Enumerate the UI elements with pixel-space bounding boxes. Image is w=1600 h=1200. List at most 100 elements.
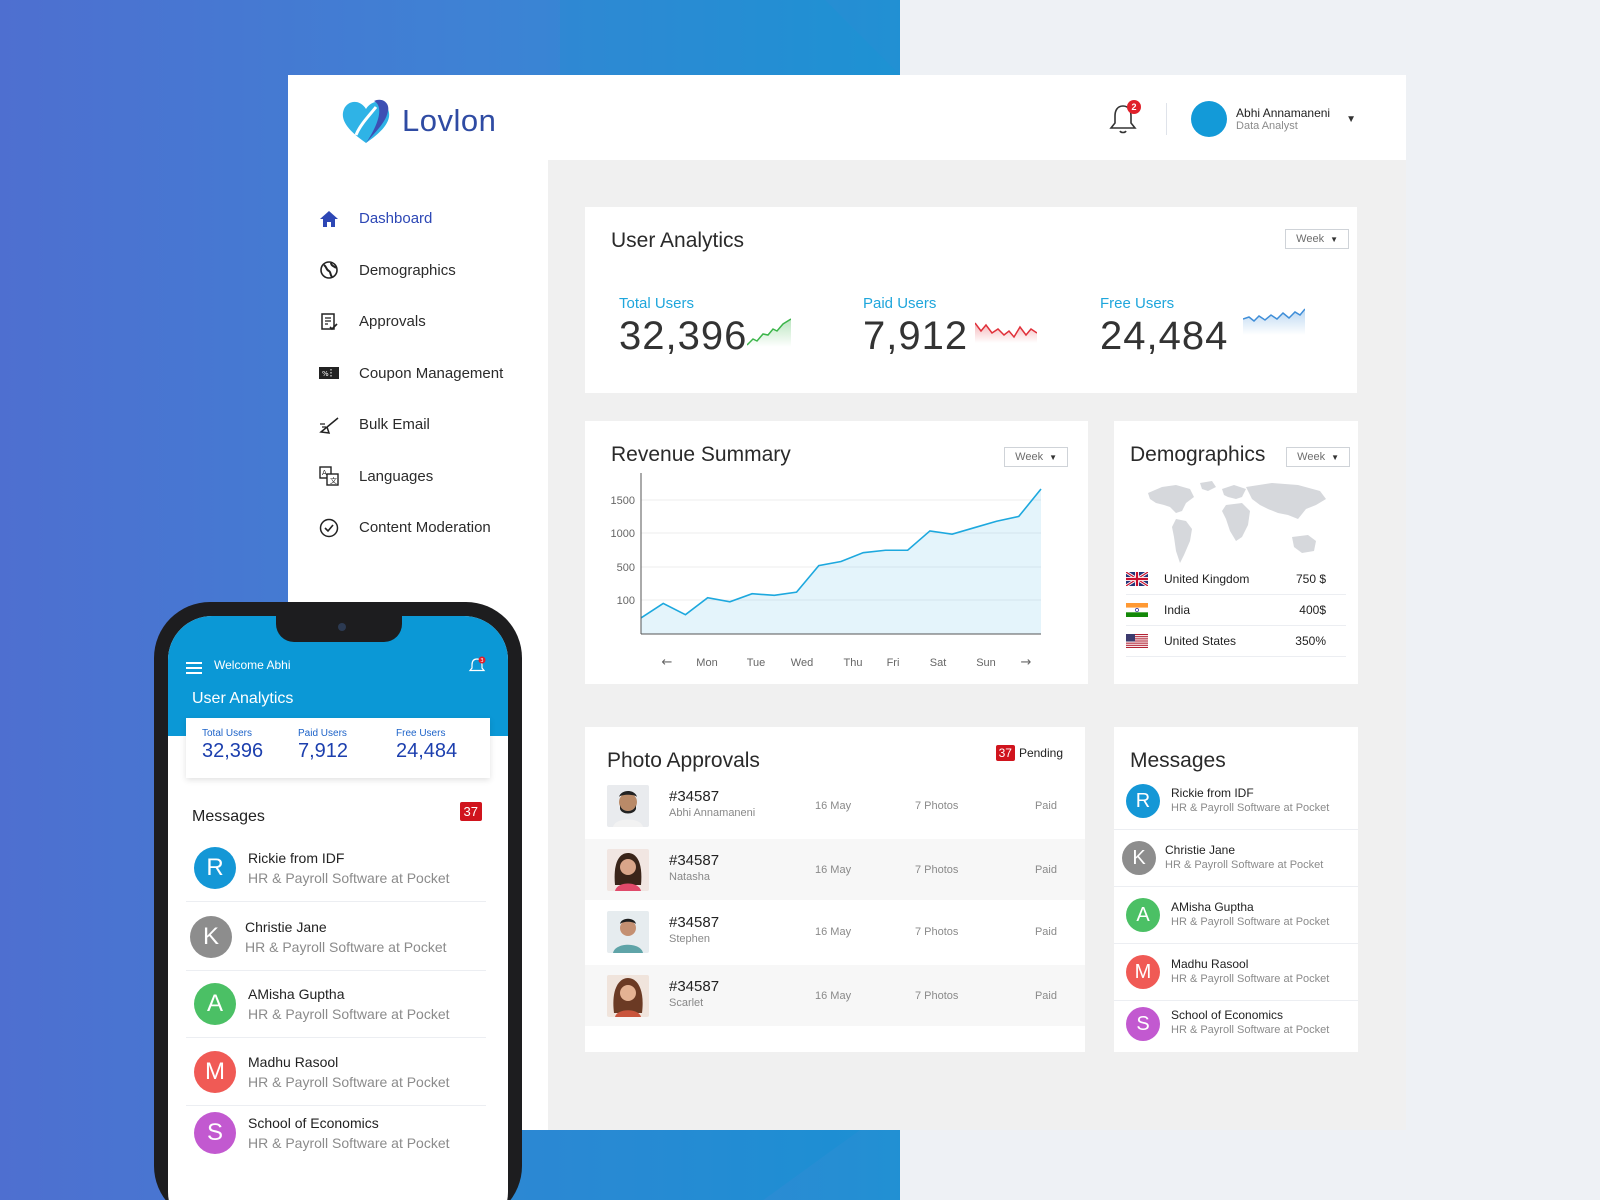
stat-free-users: Free Users 24,484 bbox=[1100, 295, 1228, 359]
x-tick-label: Thu bbox=[844, 657, 863, 669]
x-tick-label: Wed bbox=[791, 657, 813, 669]
sidebar-item-approvals[interactable]: Approvals bbox=[318, 296, 538, 348]
approval-id: #34587 bbox=[669, 914, 720, 931]
y-tick-label: 500 bbox=[617, 562, 635, 574]
mobile-messages-badge: 37 bbox=[459, 802, 482, 821]
approval-id: #34587 bbox=[669, 978, 720, 995]
clipboard-check-icon bbox=[318, 311, 340, 333]
message-item[interactable]: M Madhu Rasool HR & Payroll Software at … bbox=[1114, 944, 1358, 1001]
pending-indicator[interactable]: 37 Pending bbox=[995, 745, 1063, 761]
sidebar-item-bulk-email[interactable]: Bulk Email bbox=[318, 399, 538, 451]
demographic-row-us[interactable]: United States 350% bbox=[1126, 626, 1346, 657]
message-sender: School of Economics bbox=[248, 1115, 379, 1131]
arrow-left-icon[interactable]: ← bbox=[662, 655, 673, 670]
mobile-stat-total: Total Users 32,396 bbox=[202, 728, 263, 763]
x-tick-label: Sun bbox=[976, 657, 996, 669]
mobile-message-item[interactable]: M Madhu Rasool HR & Payroll Software at … bbox=[186, 1038, 486, 1106]
stat-value: 7,912 bbox=[863, 314, 969, 358]
mobile-stat-paid: Paid Users 7,912 bbox=[298, 728, 348, 763]
brand-logo[interactable]: Lovlon bbox=[338, 95, 496, 147]
approval-photo-count: 7 Photos bbox=[915, 989, 959, 1002]
period-label: Week bbox=[1297, 451, 1326, 463]
table-row[interactable]: #34587 Scarlet 16 May 7 Photos Paid bbox=[585, 965, 1085, 1026]
stat-value: 24,484 bbox=[1100, 314, 1229, 358]
message-subtitle: HR & Payroll Software at Pocket bbox=[1171, 802, 1330, 814]
approval-user: Abhi Annamaneni bbox=[669, 807, 756, 819]
message-avatar: S bbox=[194, 1112, 236, 1154]
sidebar-item-demographics[interactable]: Demographics bbox=[318, 245, 538, 297]
y-tick-label: 1000 bbox=[611, 528, 635, 540]
svg-text:文: 文 bbox=[330, 476, 337, 485]
approval-photo-count: 7 Photos bbox=[915, 925, 959, 938]
stat-label: Total Users bbox=[619, 295, 695, 312]
chevron-down-icon: ▼ bbox=[1049, 452, 1057, 462]
mobile-bell-icon[interactable]: 3 bbox=[468, 656, 486, 674]
sidebar-item-content-moderation[interactable]: Content Moderation bbox=[318, 502, 538, 554]
message-item[interactable]: K Christie Jane HR & Payroll Software at… bbox=[1114, 830, 1358, 887]
avatar[interactable] bbox=[1191, 101, 1228, 137]
message-avatar: M bbox=[194, 1051, 236, 1093]
y-tick-label: 1500 bbox=[611, 495, 635, 507]
sidebar-item-label: Bulk Email bbox=[359, 416, 430, 434]
period-dropdown[interactable]: Week ▼ bbox=[1286, 447, 1350, 467]
message-sender: Rickie from IDF bbox=[1171, 786, 1254, 800]
approval-status: Paid bbox=[1034, 863, 1057, 876]
check-circle-icon bbox=[318, 517, 340, 539]
message-item[interactable]: A AMisha Guptha HR & Payroll Software at… bbox=[1114, 887, 1358, 944]
period-dropdown[interactable]: Week ▼ bbox=[1004, 447, 1068, 467]
brand-name: Lovlon bbox=[402, 103, 497, 138]
stat-paid-users: Paid Users 7,912 bbox=[863, 295, 968, 359]
arrow-right-icon[interactable]: → bbox=[1021, 655, 1032, 670]
country-name: United States bbox=[1164, 634, 1237, 648]
sidebar-item-label: Coupon Management bbox=[359, 364, 504, 382]
user-menu-caret-icon[interactable]: ▼ bbox=[1346, 113, 1356, 125]
approval-id: #34587 bbox=[669, 788, 720, 805]
free-users-sparkline bbox=[1243, 308, 1305, 335]
sidebar-item-coupon-management[interactable]: % Coupon Management bbox=[318, 348, 538, 400]
header-divider bbox=[1166, 103, 1168, 135]
message-sender: Rickie from IDF bbox=[248, 850, 345, 866]
mobile-message-item[interactable]: R Rickie from IDF HR & Payroll Software … bbox=[186, 834, 486, 902]
message-subtitle: HR & Payroll Software at Pocket bbox=[248, 1135, 450, 1151]
mobile-message-item[interactable]: K Christie Jane HR & Payroll Software at… bbox=[186, 903, 486, 971]
message-item[interactable]: R Rickie from IDF HR & Payroll Software … bbox=[1114, 773, 1358, 830]
approval-date: 16 May bbox=[815, 799, 852, 812]
table-row[interactable]: #34587 Natasha 16 May 7 Photos Paid bbox=[585, 839, 1085, 900]
world-map-icon bbox=[1148, 481, 1326, 563]
hamburger-menu-icon[interactable] bbox=[186, 662, 202, 674]
approval-status: Paid bbox=[1034, 989, 1057, 1002]
approval-date: 16 May bbox=[815, 989, 852, 1002]
pending-count-badge: 37 bbox=[995, 745, 1015, 761]
table-row[interactable]: #34587 Stephen 16 May 7 Photos Paid bbox=[585, 901, 1085, 962]
message-sender: AMisha Guptha bbox=[1171, 900, 1254, 914]
mobile-message-item[interactable]: A AMisha Guptha HR & Payroll Software at… bbox=[186, 970, 486, 1038]
sidebar-item-label: Languages bbox=[359, 467, 434, 485]
approval-user: Natasha bbox=[669, 871, 710, 883]
mobile-stats-card: Total Users 32,396 Paid Users 7,912 Free… bbox=[186, 718, 490, 778]
period-dropdown[interactable]: Week ▼ bbox=[1285, 229, 1349, 249]
sidebar-item-dashboard[interactable]: Dashboard bbox=[318, 193, 538, 245]
table-row[interactable]: #34587 Abhi Annamaneni 16 May 7 Photos P… bbox=[585, 775, 1085, 836]
stat-total-users: Total Users 32,396 bbox=[619, 295, 747, 359]
message-item[interactable]: S School of Economics HR & Payroll Softw… bbox=[1114, 995, 1358, 1052]
mobile-notification-count: 3 bbox=[480, 658, 483, 664]
notification-bell[interactable]: 2 bbox=[1108, 100, 1142, 136]
pending-label: Pending bbox=[1018, 746, 1063, 760]
mobile-message-item[interactable]: S School of Economics HR & Payroll Softw… bbox=[186, 1099, 486, 1167]
coupon-icon: % bbox=[318, 362, 340, 384]
approval-date: 16 May bbox=[815, 863, 852, 876]
stat-label: Paid Users bbox=[863, 295, 937, 312]
user-info[interactable]: Abhi Annamaneni Data Analyst bbox=[1236, 106, 1330, 132]
mobile-welcome-text: Welcome Abhi bbox=[214, 658, 291, 672]
demographic-row-india[interactable]: India 400$ bbox=[1126, 595, 1346, 626]
send-icon bbox=[318, 414, 340, 436]
stat-value: 32,396 bbox=[202, 740, 264, 762]
demographic-row-uk[interactable]: United Kingdom 750 $ bbox=[1126, 564, 1346, 595]
mobile-screen: Welcome Abhi 3 User Analytics Total User… bbox=[168, 616, 508, 1200]
mobile-title: User Analytics bbox=[192, 690, 294, 707]
globe-icon bbox=[318, 259, 340, 281]
chevron-down-icon: ▼ bbox=[1331, 452, 1339, 462]
y-tick-label: 100 bbox=[617, 595, 635, 607]
